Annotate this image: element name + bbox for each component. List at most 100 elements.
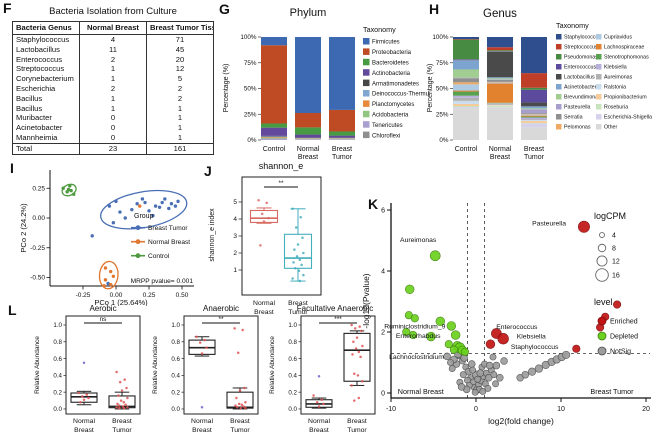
pcoa-chart: -0.25 0.00 0.25 0.50 0.25 0.00 -0.25 -0.50 PCo 1… <box>2 158 198 311</box>
legend-swatch-Brevundimonas <box>556 94 562 100</box>
jitter-point <box>302 251 305 255</box>
y-tick-label: 50% <box>244 86 257 93</box>
jitter-point <box>291 207 294 211</box>
y-tick-label: 1.0 <box>53 322 62 329</box>
phylum-title: Phylum <box>290 7 327 19</box>
bar-segment-Planctomycetes <box>261 137 287 138</box>
volcano-point-Depleted <box>404 284 415 295</box>
jitter-point-alt <box>317 374 321 378</box>
jitter-point <box>301 236 304 239</box>
aerobic-svg: Aerobic 0.0 0.2 0.4 0.6 0.8 1.0 Relative Abunda… <box>34 304 141 434</box>
bar-segment-Acinetobacter <box>521 106 547 109</box>
culture-table: Bacteria Genus Normal Breast Breast Tumor … <box>12 21 214 155</box>
bar-segment-Acinetobacter <box>453 60 479 70</box>
jitter-point <box>300 263 303 267</box>
legend-swatch-Roseburia <box>596 104 602 110</box>
data-point-Breast Tumor <box>167 206 171 211</box>
volcano-point-Enriched <box>613 300 622 309</box>
volcano-point-NotSig <box>528 367 537 376</box>
legend-glyph-dot <box>135 253 141 259</box>
y-tick-label: 1 <box>233 267 237 274</box>
bar-segment-Bacteroidetes <box>329 131 355 136</box>
jitter-point <box>292 261 295 264</box>
jitter-point <box>294 267 297 270</box>
legend-swatch-Lachnospiraceae <box>596 44 602 50</box>
table-row: Bacillus 1 2 <box>12 93 214 104</box>
taxon-label: Aureimonas <box>400 237 437 244</box>
x-category-label: Breast <box>309 427 329 434</box>
volcano-point-NotSig <box>457 383 466 391</box>
bar-segment-Cupriavidus <box>521 114 547 116</box>
x-category-label: Breast <box>254 309 274 316</box>
table-row: Staphylococcus 4 71 <box>12 34 214 45</box>
volcano-point-NotSig <box>469 366 477 374</box>
legend-swatch-Acinetobacter <box>556 84 562 90</box>
bar-segment-Escherichia-Shigella <box>521 123 547 128</box>
volcano-point-NotSig <box>474 375 482 383</box>
jitter-point-alt <box>82 361 86 365</box>
table-cell: Enterococcus <box>12 54 80 65</box>
jitter-point <box>315 400 319 404</box>
y-tick-label: 75% <box>436 60 449 67</box>
jitter-point <box>235 396 238 400</box>
jitter-point <box>122 406 126 410</box>
legend-label: Firmicutes <box>372 40 400 46</box>
volcano-svg: -10 0 10 20 0 2 4 6 log2(fold change) -log10(Pval… <box>361 203 651 426</box>
volcano-point-Depleted <box>450 330 461 340</box>
jitter-point <box>361 344 364 348</box>
bar-segment-Acinetobacter <box>487 77 513 79</box>
jitter-point <box>297 269 301 273</box>
plot-frame <box>300 315 376 415</box>
table-cell: 1 <box>146 123 214 133</box>
data-point-Control <box>69 188 73 193</box>
table-header-cell: Breast Tumor Tissue <box>146 21 214 35</box>
x-category-label: Tumor <box>347 427 367 434</box>
box-Breast Tumor <box>226 391 254 409</box>
bar-segment-Serratia <box>453 78 479 83</box>
sig-label: ** <box>218 316 224 323</box>
jitter-point <box>262 220 266 223</box>
bar-segment-Serratia <box>521 113 547 115</box>
jitter-point <box>236 351 240 354</box>
jitter-point <box>244 400 247 404</box>
table-row: Lactobacillus 11 45 <box>12 44 214 55</box>
legend-swatch-Streptococcus <box>556 44 562 50</box>
bar-segment-Firmicutes <box>261 37 287 46</box>
shannon-title: shannon_e <box>259 161 304 171</box>
jitter-point <box>357 350 361 354</box>
data-point-Breast Tumor <box>160 200 164 205</box>
jitter-point <box>291 277 294 280</box>
legend-label: Chloroflexi <box>372 133 400 139</box>
bar-segment-Proteobacteria <box>295 112 321 128</box>
jitter-point <box>243 386 246 390</box>
table-cell: 5 <box>146 74 214 84</box>
bar-segment-Propionibacterium <box>521 120 547 123</box>
bar-segment-Firmicutes <box>295 37 321 113</box>
legend-swatch-Other <box>596 124 602 130</box>
shannon-svg: shannon_e 1 2 3 4 5 shannon_e index ** Normal Bre… <box>209 161 322 316</box>
legend-label: Enterococcus <box>564 65 596 71</box>
bar-segment-Pelomonas <box>453 82 479 85</box>
x-tick-label: 0 <box>474 406 478 413</box>
y-tick-label: 0.4 <box>53 373 62 380</box>
y-tick-label: 0.6 <box>171 356 180 363</box>
legend-swatch-Cupriavidus <box>596 34 602 40</box>
legend-label: Aureimonas <box>604 75 633 81</box>
data-point-Breast Tumor <box>173 204 178 208</box>
legend-label: Pasteurella <box>564 105 591 111</box>
legend-swatch-Propionibacterium <box>596 94 602 100</box>
table-cell: 0 <box>79 132 147 144</box>
shannon-boxplot: shannon_e 1 2 3 4 5 shannon_e index ** Normal Bre… <box>198 155 325 322</box>
legend-swatch-Tenericutes <box>363 121 370 128</box>
y-tick-label: 100% <box>240 34 257 41</box>
jitter-point <box>125 386 128 390</box>
x-category-label: Control <box>455 146 478 153</box>
y-tick-label: -0.25 <box>30 245 45 252</box>
bar-segment-Lactobacillus <box>487 51 513 78</box>
volcano-point-NotSig <box>485 361 494 370</box>
y-tick-label: 25% <box>244 111 257 118</box>
x-tick-label: 0.00 <box>110 292 123 299</box>
anaerobic-boxplot: Anaerobic 0.0 0.2 0.4 0.6 0.8 1.0 Relative Abun… <box>146 302 266 444</box>
jitter-point <box>354 347 358 350</box>
bar-segment-Pseudomonas <box>521 87 547 90</box>
